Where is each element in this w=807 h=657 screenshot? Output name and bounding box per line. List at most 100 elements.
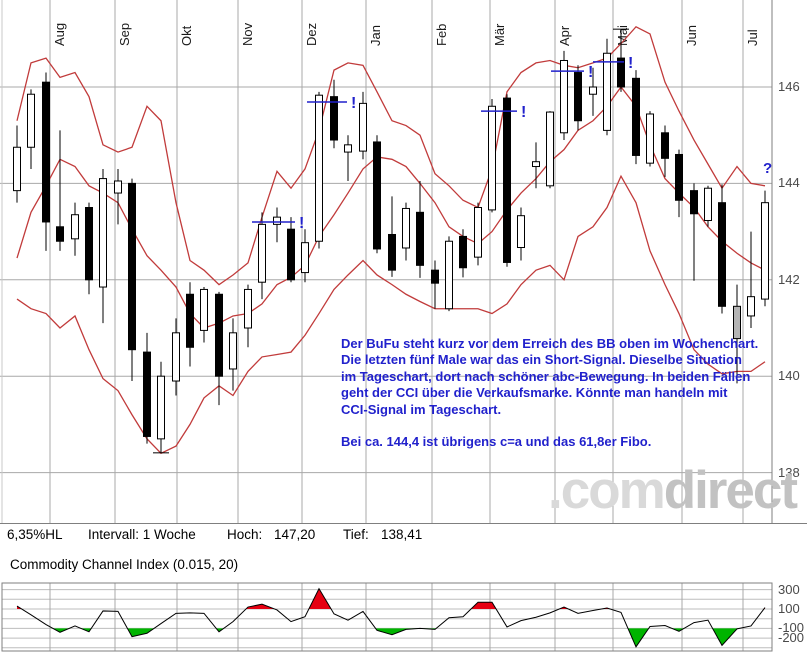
- exclamation-marker: !: [588, 64, 593, 81]
- month-label: Nov: [240, 22, 255, 46]
- watermark-suffix: direct: [663, 461, 798, 520]
- candlestick: [143, 351, 151, 437]
- candlestick: [474, 207, 482, 258]
- candlestick: [287, 228, 295, 281]
- cci-oversold-zone: [53, 628, 70, 633]
- candlestick: [459, 235, 467, 269]
- high-value: 147,20: [274, 527, 316, 542]
- price-chart-canvas: Aug Sep Okt Nov Dez Jan Feb Mär Apr Mai Jun Jul!!!!…: [0, 0, 773, 523]
- bollinger-lower-band: [16, 174, 766, 455]
- candlestick: [431, 269, 439, 284]
- month-label: Okt: [179, 25, 194, 46]
- cci-tick-label: -100: [778, 620, 805, 636]
- cci-tick-label: 300: [778, 581, 800, 597]
- candlestick: [445, 240, 453, 310]
- cci-oversold-zone: [712, 628, 740, 646]
- candlestick: [416, 211, 424, 266]
- low-label: Tief:: [343, 527, 369, 542]
- bollinger-middle-band: [16, 85, 766, 329]
- candlestick: [114, 180, 122, 194]
- candlestick: [99, 178, 107, 288]
- month-label: Aug: [52, 23, 67, 46]
- month-label: Jul: [745, 29, 760, 46]
- candlestick: [517, 215, 525, 249]
- candlestick: [402, 207, 410, 249]
- month-label: Mai: [615, 25, 630, 46]
- month-label: Mär: [492, 23, 507, 46]
- candlestick: [488, 105, 496, 211]
- question-marker: ?: [763, 160, 772, 177]
- candlestick: [359, 102, 367, 152]
- cci-tick-label: 100: [778, 601, 800, 616]
- bollinger-upper-band: [16, 25, 766, 286]
- exclamation-marker: !: [628, 55, 633, 72]
- candlestick: [215, 293, 223, 377]
- candlestick: [761, 202, 769, 300]
- panel-divider: [0, 523, 807, 524]
- candlestick: [617, 57, 625, 88]
- cci-indicator-canvas: [1, 582, 773, 652]
- candlestick: [373, 141, 381, 250]
- candlestick: [690, 190, 698, 215]
- candlestick: [718, 202, 726, 307]
- candlestick: [56, 226, 64, 242]
- month-label: Jan: [368, 25, 383, 46]
- candlestick: [704, 187, 712, 222]
- cci-oversold-zone: [127, 628, 154, 637]
- cci-overbought-zone: [308, 588, 332, 609]
- price-tick-label: 140: [778, 368, 800, 384]
- comdirect-watermark: .comdirect: [548, 461, 798, 520]
- analyst-annotation-text: Der BuFu steht kurz vor dem Erreich des …: [341, 336, 759, 450]
- exclamation-marker: !: [299, 215, 304, 232]
- watermark-prefix: .com: [548, 461, 666, 520]
- price-tick-label: 146: [778, 79, 800, 94]
- price-tick-label: 138: [778, 464, 800, 480]
- cci-indicator-title: Commodity Channel Index (0.015, 20): [10, 557, 239, 572]
- cci-overbought-zone: [246, 604, 275, 609]
- candlestick: [344, 144, 352, 153]
- exclamation-marker: !: [521, 104, 526, 121]
- low-value: 138,41: [381, 527, 423, 542]
- candlestick: [42, 81, 50, 223]
- candlestick: [733, 305, 741, 340]
- month-label: Apr: [557, 25, 572, 46]
- high-label: Hoch:: [227, 527, 263, 542]
- candlestick: [229, 332, 237, 370]
- candlestick: [330, 96, 338, 141]
- candlestick: [675, 153, 683, 201]
- candlestick: [273, 216, 281, 225]
- percent-hl-value: 6,35%HL: [7, 527, 63, 542]
- candlestick: [574, 72, 582, 122]
- candlestick: [13, 146, 21, 192]
- candlestick: [27, 93, 35, 148]
- candlestick: [747, 296, 755, 317]
- candlestick: [85, 207, 93, 281]
- candlestick: [503, 97, 511, 263]
- candlestick: [388, 233, 396, 271]
- candlestick: [632, 77, 640, 156]
- candlestick: [589, 86, 597, 95]
- cci-overbought-zone: [471, 602, 497, 609]
- candlestick: [157, 375, 165, 440]
- exclamation-marker: !: [351, 95, 356, 112]
- cci-line: [16, 587, 766, 648]
- candlestick: [603, 52, 611, 131]
- candlestick: [646, 113, 654, 164]
- cci-oversold-zone: [627, 628, 649, 647]
- candlestick: [128, 182, 136, 351]
- candlestick: [301, 242, 309, 274]
- candlestick: [172, 332, 180, 382]
- price-tick-label: 144: [778, 175, 800, 191]
- interval-value: Intervall: 1 Woche: [88, 527, 196, 542]
- candlestick: [560, 59, 568, 134]
- candlestick: [532, 161, 540, 168]
- candlestick: [186, 293, 194, 348]
- status-bar: 6,35%HL Intervall: 1 Woche Hoch: 147,20 …: [0, 527, 807, 547]
- candlestick: [258, 223, 266, 283]
- candlestick: [546, 111, 554, 187]
- month-label: Jun: [684, 25, 699, 46]
- month-label: Sep: [117, 23, 132, 46]
- candlestick: [315, 94, 323, 242]
- month-label: Dez: [304, 23, 319, 46]
